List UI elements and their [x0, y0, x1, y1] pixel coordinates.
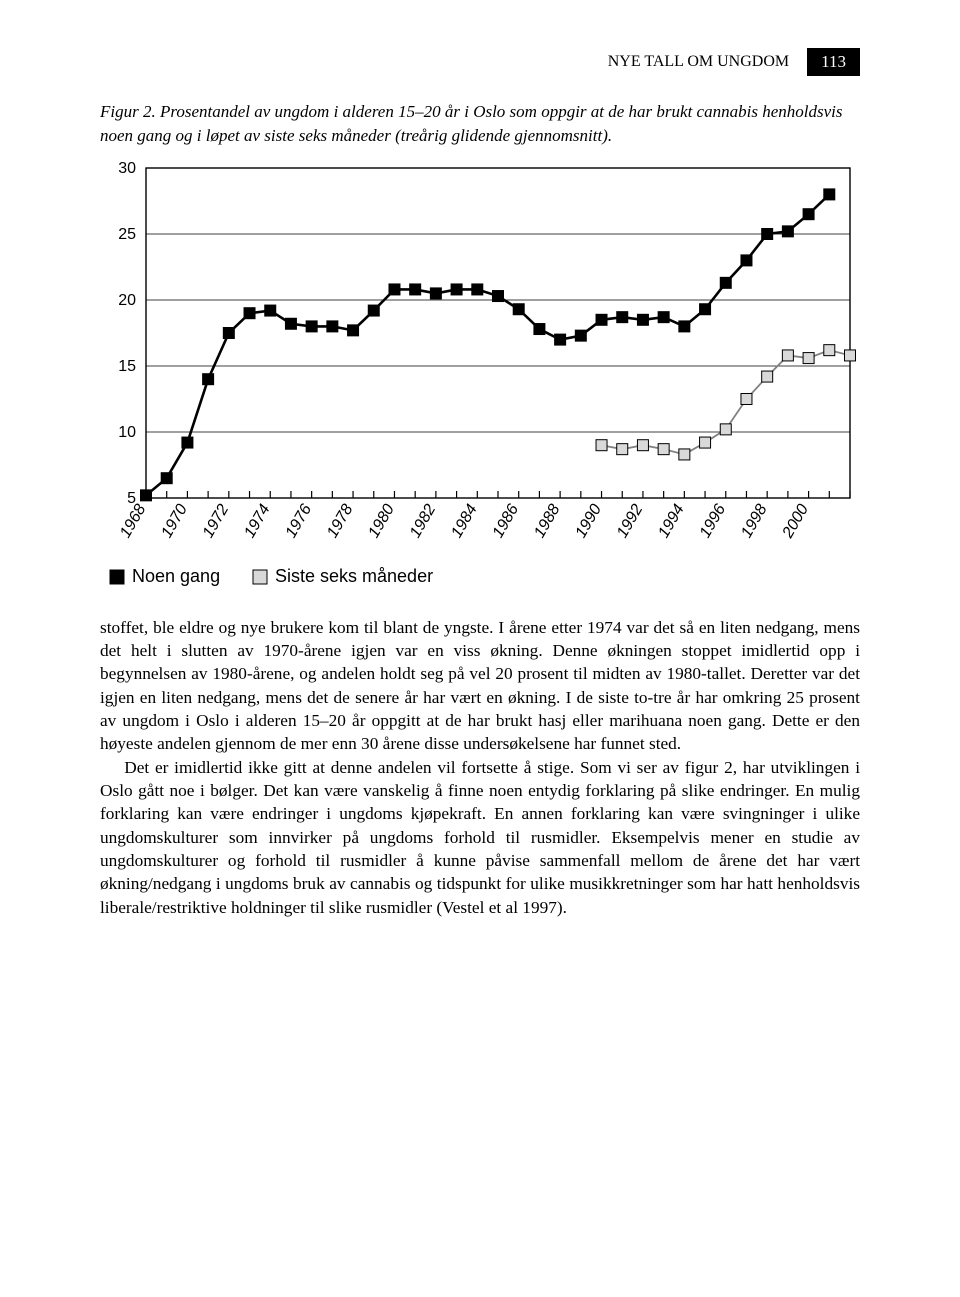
svg-text:Siste seks måneder: Siste seks måneder — [275, 566, 433, 586]
svg-text:1968: 1968 — [117, 501, 150, 540]
page-number: 113 — [807, 48, 860, 76]
svg-text:1994: 1994 — [655, 501, 688, 540]
svg-text:30: 30 — [118, 160, 136, 177]
svg-text:1988: 1988 — [531, 501, 564, 540]
svg-text:20: 20 — [118, 292, 136, 309]
svg-text:1990: 1990 — [572, 501, 605, 540]
paragraph-2: Det er imidlertid ikke gitt at denne and… — [100, 756, 860, 919]
running-header: NYE TALL OM UNGDOM 113 — [100, 48, 860, 76]
svg-text:1986: 1986 — [490, 501, 523, 540]
svg-text:1970: 1970 — [158, 501, 191, 540]
svg-text:2000: 2000 — [779, 501, 812, 541]
svg-text:15: 15 — [118, 358, 136, 375]
figure-label: Figur 2. — [100, 102, 156, 121]
svg-text:1978: 1978 — [324, 501, 357, 540]
svg-text:1992: 1992 — [614, 501, 647, 540]
svg-text:1996: 1996 — [697, 501, 730, 540]
svg-text:10: 10 — [118, 424, 136, 441]
svg-text:1998: 1998 — [738, 501, 771, 540]
svg-text:1980: 1980 — [365, 501, 398, 540]
svg-text:1972: 1972 — [200, 501, 233, 540]
svg-text:1974: 1974 — [241, 501, 274, 540]
figure-caption-text: Prosentandel av ungdom i alderen 15–20 å… — [100, 102, 842, 145]
svg-text:1976: 1976 — [283, 501, 316, 540]
svg-text:1982: 1982 — [407, 501, 440, 540]
chart-panel: 5101520253019681970197219741976197819801… — [100, 158, 860, 598]
cannabis-line-chart: 5101520253019681970197219741976197819801… — [100, 158, 860, 598]
svg-text:1984: 1984 — [448, 501, 481, 540]
header-title: NYE TALL OM UNGDOM — [608, 53, 789, 71]
paragraph-1: stoffet, ble eldre og nye brukere kom ti… — [100, 616, 860, 756]
figure-caption: Figur 2. Prosentandel av ungdom i aldere… — [100, 100, 860, 148]
body-text: stoffet, ble eldre og nye brukere kom ti… — [100, 616, 860, 919]
svg-text:Noen gang: Noen gang — [132, 566, 220, 586]
svg-text:25: 25 — [118, 226, 136, 243]
